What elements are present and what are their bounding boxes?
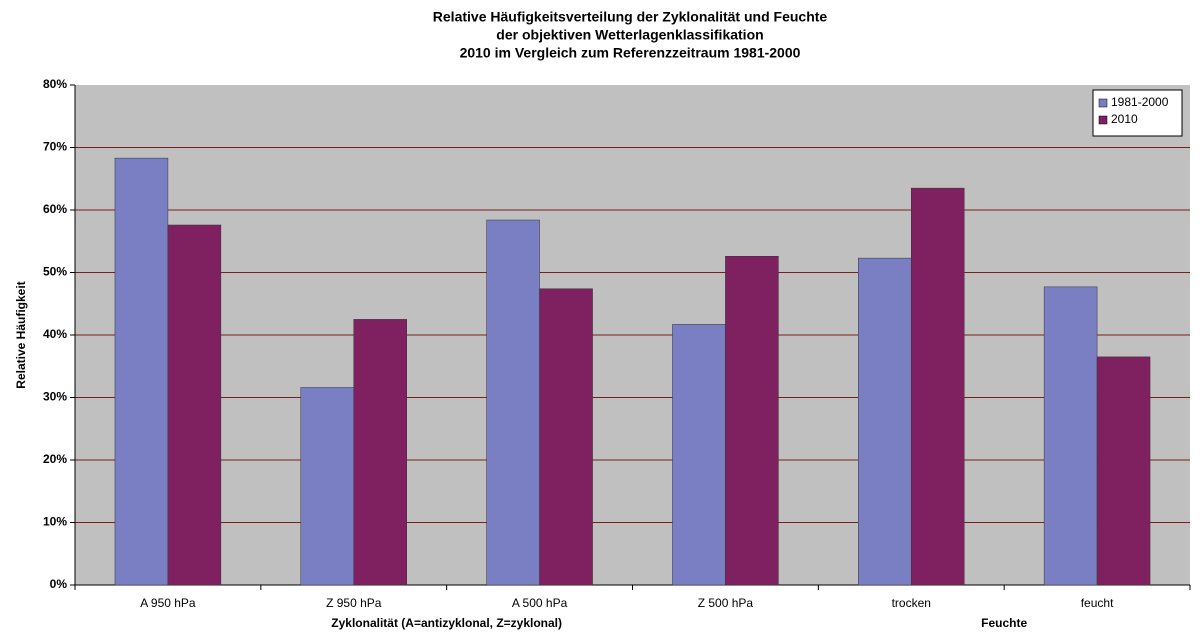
legend-label: 1981-2000: [1111, 95, 1169, 109]
y-tick-label: 70%: [43, 140, 67, 154]
x-tick-label: Z 500 hPa: [698, 596, 754, 610]
bar: [1043, 286, 1098, 586]
bar: [539, 288, 593, 586]
y-tick-label: 0%: [50, 577, 68, 591]
x-tick-label: A 500 hPa: [512, 596, 568, 610]
legend: [1092, 89, 1183, 137]
chart-title: Relative Häufigkeitsverteilung der Zyklo…: [433, 9, 828, 25]
y-tick-label: 40%: [43, 327, 67, 341]
y-tick-label: 80%: [43, 77, 67, 91]
chart-title: 2010 im Vergleich zum Referenzzeitraum 1…: [460, 45, 801, 61]
bar: [672, 324, 726, 586]
chart-title: der objektiven Wetterlagenklassifikation: [496, 27, 763, 43]
bar: [725, 256, 779, 586]
bar: [114, 157, 169, 586]
bar: [858, 257, 912, 586]
x-tick-label: trocken: [892, 596, 931, 610]
bar: [300, 387, 355, 586]
y-tick-label: 60%: [43, 202, 67, 216]
y-tick-label: 10%: [43, 515, 67, 529]
legend-label: 2010: [1111, 112, 1138, 126]
x-axis-label: Zyklonalität (A=antizyklonal, Z=zyklonal…: [331, 616, 562, 630]
y-axis-label: Relative Häufigkeit: [14, 281, 28, 388]
x-tick-label: Z 950 hPa: [326, 596, 382, 610]
x-tick-label: feucht: [1081, 596, 1114, 610]
bar: [486, 219, 540, 586]
y-tick-label: 30%: [43, 390, 67, 404]
bar: [353, 319, 407, 586]
legend-swatch: [1098, 115, 1108, 125]
bar: [1096, 356, 1151, 586]
bar: [911, 187, 965, 586]
x-axis-label: Feuchte: [981, 616, 1027, 630]
y-tick-label: 20%: [43, 452, 67, 466]
y-tick-label: 50%: [43, 265, 67, 279]
legend-swatch: [1098, 98, 1108, 108]
bar: [167, 224, 222, 586]
x-tick-label: A 950 hPa: [140, 596, 196, 610]
